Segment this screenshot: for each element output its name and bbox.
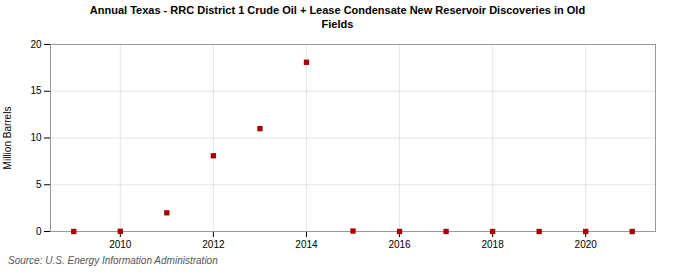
svg-text:0: 0 xyxy=(36,225,42,236)
svg-text:2014: 2014 xyxy=(295,238,318,249)
svg-text:2020: 2020 xyxy=(575,238,598,249)
svg-text:2018: 2018 xyxy=(481,238,504,249)
svg-text:Million Barrels: Million Barrels xyxy=(2,106,13,169)
html-text:Annual Texas - RRC District 1: Annual Texas - RRC District 1 Crude Oil … xyxy=(89,4,586,30)
svg-text:5: 5 xyxy=(36,178,42,189)
html-text:Source: U.S. Energy Informatio: Source: U.S. Energy Information Administ… xyxy=(8,254,218,266)
svg-text:10: 10 xyxy=(30,132,42,143)
svg-text:15: 15 xyxy=(30,85,42,96)
svg-text:2010: 2010 xyxy=(109,238,132,249)
svg-text:20: 20 xyxy=(30,38,42,49)
svg-text:2012: 2012 xyxy=(202,238,225,249)
svg-text:2016: 2016 xyxy=(388,238,411,249)
